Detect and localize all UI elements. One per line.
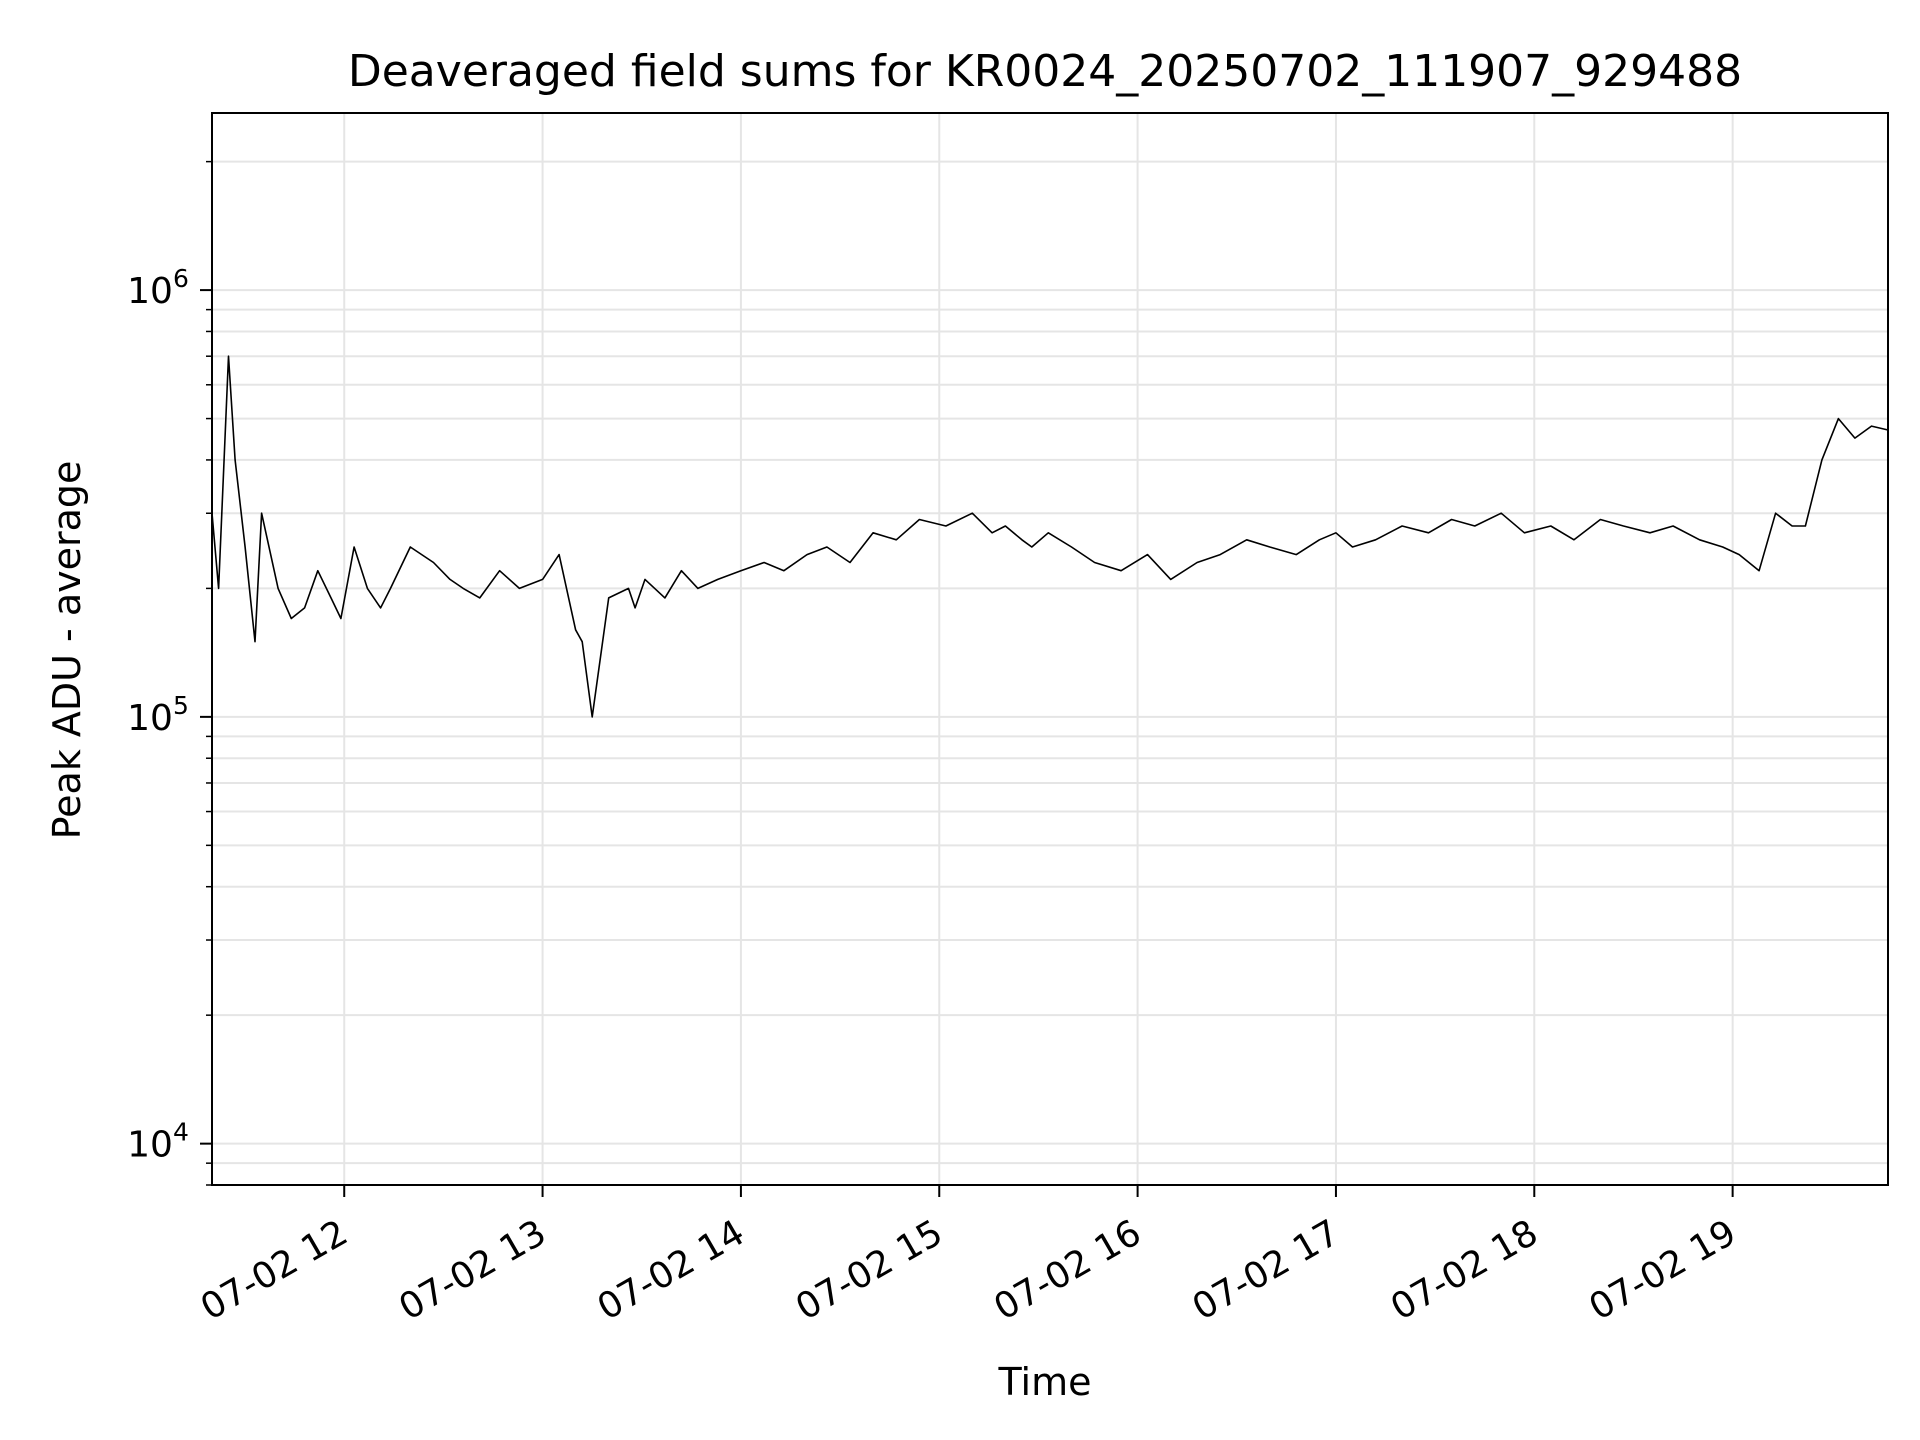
y-tick-label: 106	[127, 264, 189, 312]
y-axis-label: Peak ADU - average	[45, 461, 89, 840]
y-tick-label: 104	[127, 1118, 189, 1166]
grid-layer	[212, 113, 1888, 1186]
x-axis-label: Time	[998, 1360, 1092, 1404]
chart-title: Deaveraged field sums for KR0024_2025070…	[348, 46, 1742, 97]
data-layer	[211, 355, 1889, 718]
series-line	[211, 355, 1889, 718]
plot-frame	[211, 112, 1889, 1186]
y-tick-label: 105	[127, 691, 189, 739]
